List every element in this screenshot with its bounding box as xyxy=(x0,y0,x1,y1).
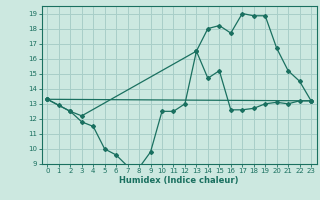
X-axis label: Humidex (Indice chaleur): Humidex (Indice chaleur) xyxy=(119,176,239,185)
